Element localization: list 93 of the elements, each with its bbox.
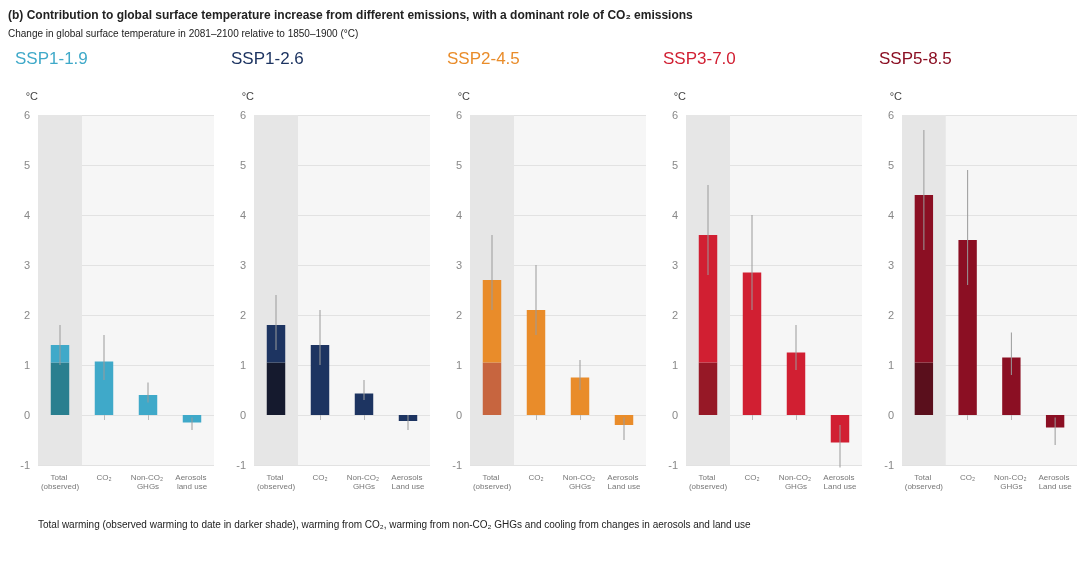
y-tick-label: 6	[23, 109, 30, 121]
chart-title: SSP3-7.0	[663, 49, 736, 68]
y-tick-label: 0	[455, 409, 462, 421]
y-tick-label: 4	[671, 209, 678, 221]
x-tick-label: Non-CO₂ GHGs	[346, 473, 382, 491]
chart-title: SSP1-2.6	[231, 49, 304, 68]
y-tick-label: 1	[671, 359, 678, 371]
x-tick-label: Aerosols land use	[175, 473, 209, 491]
bar	[354, 393, 374, 415]
y-tick-label: 0	[887, 409, 894, 421]
bar	[958, 240, 977, 415]
y-tick-label: 5	[239, 159, 246, 171]
y-tick-label: -1	[884, 459, 894, 471]
bar	[526, 310, 546, 415]
bar	[482, 280, 502, 363]
x-tick-label: Total (observed)	[40, 473, 80, 491]
y-tick-label: 2	[455, 309, 462, 321]
x-tick-label: CO₂	[960, 473, 976, 482]
y-tick-label: 6	[455, 109, 462, 121]
y-axis-title: °C	[25, 89, 39, 102]
y-tick-label: -1	[236, 459, 246, 471]
x-tick-label: Total (observed)	[256, 473, 296, 491]
bar	[182, 415, 202, 423]
y-tick-label: 5	[887, 159, 894, 171]
bar	[1002, 357, 1021, 415]
y-axis-title: °C	[889, 89, 903, 102]
x-tick-label: Aerosols Land use	[1038, 473, 1073, 491]
y-tick-label: 4	[887, 209, 894, 221]
x-tick-label: Total (observed)	[688, 473, 728, 491]
x-tick-label: CO₂	[528, 473, 544, 482]
bar	[570, 377, 590, 415]
bar	[698, 362, 718, 415]
bar	[50, 362, 70, 415]
bar	[138, 395, 158, 415]
y-tick-label: 5	[455, 159, 462, 171]
x-tick-label: Aerosols Land use	[607, 473, 642, 491]
y-tick-label: 3	[455, 259, 462, 271]
bar	[94, 361, 114, 415]
chart-title: SSP5-8.5	[879, 49, 952, 68]
y-tick-label: 0	[239, 409, 246, 421]
bar	[482, 362, 502, 415]
bar	[266, 362, 286, 415]
y-tick-label: 4	[23, 209, 30, 221]
x-tick-label: Non-CO₂ GHGs	[778, 473, 814, 491]
y-tick-label: 6	[239, 109, 246, 121]
y-tick-label: 1	[887, 359, 894, 371]
y-tick-label: 1	[455, 359, 462, 371]
chart-title: SSP1-1.9	[15, 49, 88, 68]
y-tick-label: 1	[23, 359, 30, 371]
y-tick-label: 6	[671, 109, 678, 121]
x-tick-label: Non-CO₂ GHGs	[130, 473, 166, 491]
x-tick-label: Non-CO₂ GHGs	[562, 473, 598, 491]
y-tick-label: 2	[887, 309, 894, 321]
y-tick-label: 2	[239, 309, 246, 321]
y-tick-label: 1	[239, 359, 246, 371]
x-tick-label: CO₂	[312, 473, 328, 482]
y-tick-label: 0	[671, 409, 678, 421]
y-axis-title: °C	[241, 89, 255, 102]
x-tick-label: CO₂	[744, 473, 760, 482]
bar	[698, 235, 718, 363]
bar	[786, 352, 806, 415]
y-tick-label: 2	[23, 309, 30, 321]
bar	[742, 272, 762, 415]
text: Change in global surface temperature in 2081–2100 relative to 1850–1900 (°C)	[8, 28, 360, 39]
y-tick-label: -1	[452, 459, 462, 471]
y-axis-title: °C	[457, 89, 471, 102]
bar	[1045, 415, 1065, 428]
y-tick-label: 3	[239, 259, 246, 271]
y-tick-label: -1	[668, 459, 678, 471]
bar	[914, 362, 934, 415]
y-tick-label: 2	[671, 309, 678, 321]
y-tick-label: -1	[20, 459, 30, 471]
y-tick-label: 3	[671, 259, 678, 271]
text: Total warming (observed warming to date in darker shade), warming from CO₂, warming from non-CO₂ GHGs and cooling from changes in aerosols and land use	[38, 519, 752, 530]
y-tick-label: 3	[23, 259, 30, 271]
x-tick-label: Aerosols Land use	[823, 473, 858, 491]
x-tick-label: Aerosols Land use	[391, 473, 426, 491]
y-tick-label: 4	[239, 209, 246, 221]
bar	[914, 195, 934, 363]
x-tick-label: Total (observed)	[472, 473, 512, 491]
y-tick-label: 3	[887, 259, 894, 271]
y-tick-label: 0	[23, 409, 30, 421]
x-tick-label: Total (observed)	[904, 473, 944, 491]
text: (b) Contribution to global surface temperature increase from different emissions, with a dominant role of CO₂ emissions	[8, 8, 694, 22]
x-tick-label: Non-CO₂ GHGs	[994, 473, 1029, 491]
chart-title: SSP2-4.5	[447, 49, 520, 68]
y-tick-label: 5	[671, 159, 678, 171]
y-axis-title: °C	[673, 89, 687, 102]
y-tick-label: 5	[23, 159, 30, 171]
x-tick-label: CO₂	[96, 473, 112, 482]
y-tick-label: 6	[887, 109, 894, 121]
bar	[310, 345, 330, 415]
y-tick-label: 4	[455, 209, 462, 221]
